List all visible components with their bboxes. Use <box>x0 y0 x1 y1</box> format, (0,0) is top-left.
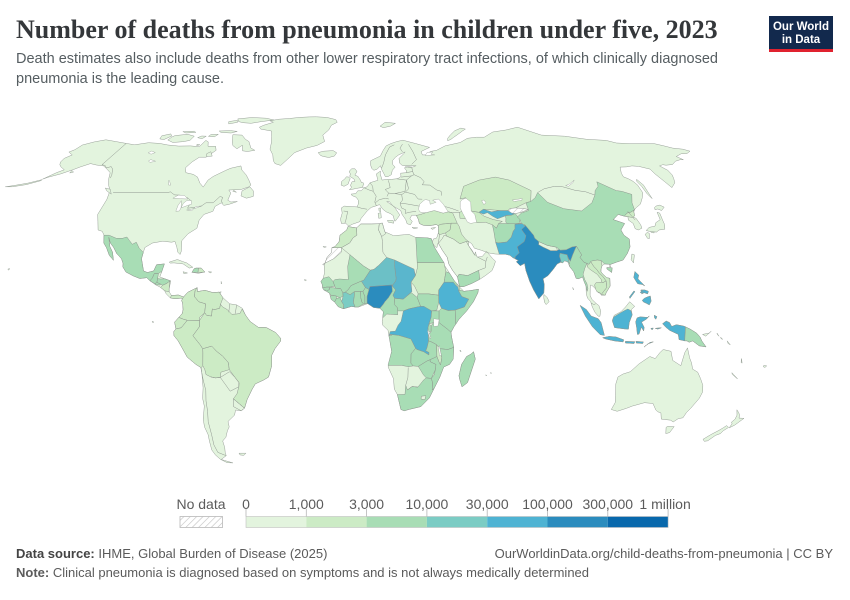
svg-text:10,000: 10,000 <box>405 496 448 512</box>
svg-text:1,000: 1,000 <box>289 496 324 512</box>
svg-text:3,000: 3,000 <box>349 496 384 512</box>
svg-text:No data: No data <box>176 496 225 512</box>
svg-text:0: 0 <box>242 496 250 512</box>
svg-text:1 million: 1 million <box>639 496 690 512</box>
svg-text:300,000: 300,000 <box>582 496 633 512</box>
svg-text:100,000: 100,000 <box>522 496 573 512</box>
svg-text:30,000: 30,000 <box>466 496 509 512</box>
